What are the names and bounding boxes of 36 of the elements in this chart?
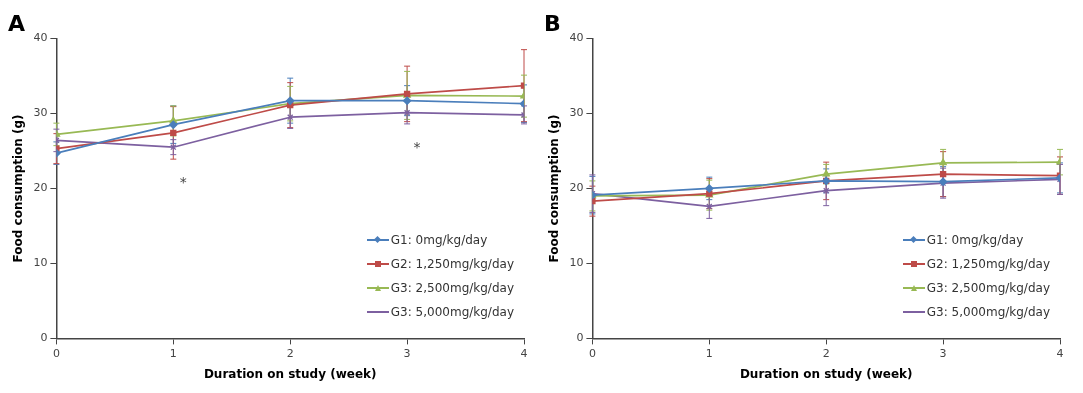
y-tick-label: 30 — [33, 106, 48, 120]
legend-label: G1: 0mg/kg/day — [926, 233, 1024, 247]
annotation: * — [179, 173, 187, 190]
y-tick-label: 0 — [40, 331, 48, 345]
x-tick-label: 0 — [588, 346, 596, 360]
x-axis-title: Duration on study (week) — [203, 366, 377, 381]
x-tick-label: 0 — [52, 346, 60, 360]
annotation: * — [413, 139, 421, 156]
x-tick-label: 4 — [520, 346, 528, 360]
y-tick-label: 20 — [33, 181, 48, 195]
legend-label: G3: 2,500mg/kg/day — [926, 281, 1050, 295]
y-axis-title: Food consumption (g) — [11, 114, 26, 263]
chart-title: A — [8, 10, 26, 36]
x-tick-label: 1 — [705, 346, 713, 360]
x-tick-label: 3 — [939, 346, 947, 360]
y-axis-title: Food consumption (g) — [547, 114, 562, 263]
legend-label: G3: 5,000mg/kg/day — [390, 305, 514, 319]
y-tick-label: 10 — [33, 256, 48, 270]
y-tick-label: 30 — [569, 106, 584, 120]
legend-label: G2: 1,250mg/kg/day — [390, 257, 514, 271]
y-tick-label: 20 — [569, 181, 584, 195]
x-tick-label: 3 — [403, 346, 411, 360]
legend-label: G3: 5,000mg/kg/day — [926, 305, 1050, 319]
legend-label: G2: 1,250mg/kg/day — [926, 257, 1050, 271]
y-tick-label: 10 — [569, 256, 584, 270]
x-tick-label: 1 — [169, 346, 177, 360]
y-tick-label: 0 — [576, 331, 584, 345]
legend-label: G3: 2,500mg/kg/day — [390, 281, 514, 295]
x-tick-label: 2 — [822, 346, 830, 360]
legend-label: G1: 0mg/kg/day — [390, 233, 488, 247]
y-tick-label: 40 — [33, 31, 48, 45]
y-tick-label: 40 — [569, 31, 584, 45]
x-axis-title: Duration on study (week) — [739, 366, 913, 381]
x-tick-label: 2 — [286, 346, 294, 360]
x-tick-label: 4 — [1056, 346, 1064, 360]
chart-title: B — [544, 10, 561, 36]
